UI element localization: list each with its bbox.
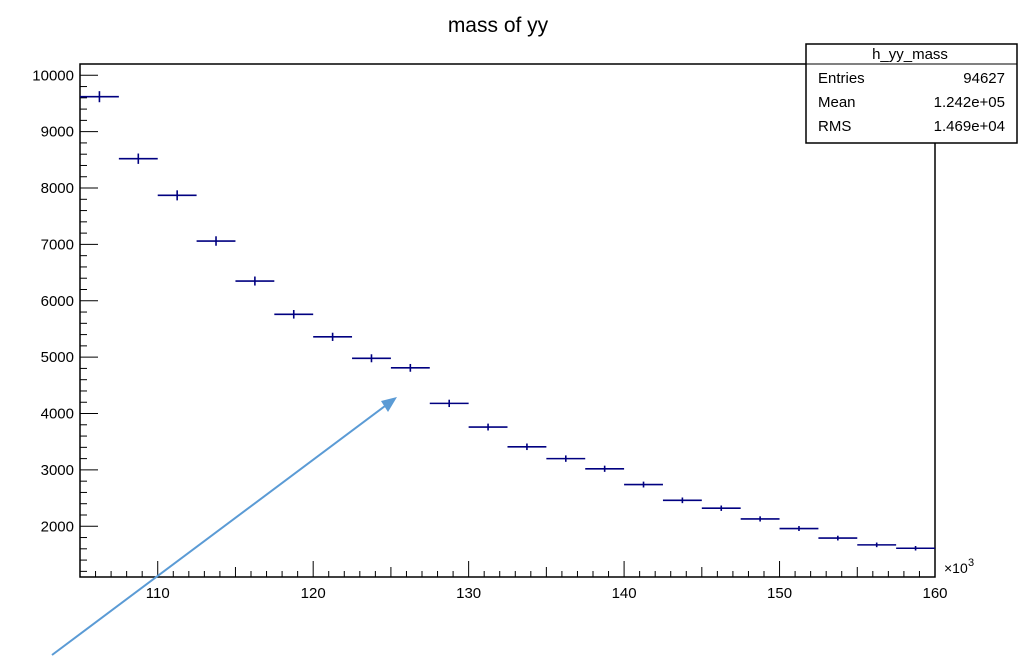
stats-rms-value: 1.469e+04 — [934, 118, 1005, 135]
histogram-bin — [740, 516, 780, 522]
chart-title: mass of yy — [448, 14, 549, 37]
histogram-bin — [352, 354, 391, 363]
stats-entries-value: 94627 — [963, 70, 1005, 87]
histogram-bin — [701, 505, 741, 511]
x-tick-label: 140 — [612, 585, 637, 602]
histogram-bin — [585, 465, 625, 472]
histogram-bin — [274, 310, 314, 319]
axis-ticks — [79, 63, 936, 577]
y-tick-label: 9000 — [41, 124, 74, 141]
histogram-bin — [624, 481, 663, 488]
histogram-bin — [429, 399, 469, 408]
histogram-bin — [779, 526, 819, 531]
y-tick-label: 8000 — [41, 180, 74, 197]
x-axis-multiplier-exponent: 3 — [968, 557, 974, 569]
y-tick-label: 2000 — [41, 518, 74, 535]
axis-tick-labels: 110 120 130 140 150 160 2000 3000 4000 5000 6000 70… — [32, 67, 947, 602]
stats-box: h_yy_mass Entries 94627 Mean 1.242e+05 R… — [805, 43, 1018, 144]
stats-box-name: h_yy_mass — [872, 46, 948, 63]
y-tick-label: 6000 — [41, 293, 74, 310]
plot-frame — [79, 63, 936, 578]
annotation-arrow — [51, 397, 397, 656]
x-tick-label: 150 — [767, 585, 792, 602]
stats-mean-label: Mean — [818, 94, 856, 111]
y-tick-label: 5000 — [41, 349, 74, 366]
stats-box-frame — [805, 43, 1018, 144]
histogram-bin — [196, 236, 236, 246]
histogram-bin — [468, 423, 508, 431]
x-tick-label: 120 — [301, 585, 326, 602]
x-tick-label: 130 — [456, 585, 481, 602]
x-tick-label: 160 — [922, 585, 947, 602]
x-axis-multiplier: ×10 — [944, 560, 968, 576]
histogram-bin — [118, 153, 158, 164]
annotation-arrow-shaft — [51, 402, 390, 656]
stats-entries-label: Entries — [818, 70, 865, 87]
histogram-bin — [157, 190, 197, 201]
y-tick-label: 3000 — [41, 462, 74, 479]
histogram-bin — [390, 363, 430, 372]
annotation-arrow-head — [381, 397, 397, 412]
histogram-bin — [507, 443, 547, 451]
histogram-bin — [235, 276, 275, 286]
histogram-bin — [818, 535, 858, 541]
histogram-bin — [857, 542, 897, 548]
histogram-bin — [896, 545, 935, 551]
histogram-bin — [80, 91, 119, 103]
histogram-bin — [662, 497, 702, 504]
x-tick-label: 110 — [146, 585, 170, 602]
stats-mean-value: 1.242e+05 — [934, 94, 1005, 111]
histogram-bin — [546, 455, 586, 462]
stats-rms-label: RMS — [818, 118, 851, 135]
histogram-bin — [313, 332, 353, 341]
y-tick-label: 10000 — [32, 67, 74, 84]
histogram-bins — [80, 91, 935, 551]
y-tick-label: 7000 — [41, 236, 74, 253]
y-tick-label: 4000 — [41, 406, 74, 423]
